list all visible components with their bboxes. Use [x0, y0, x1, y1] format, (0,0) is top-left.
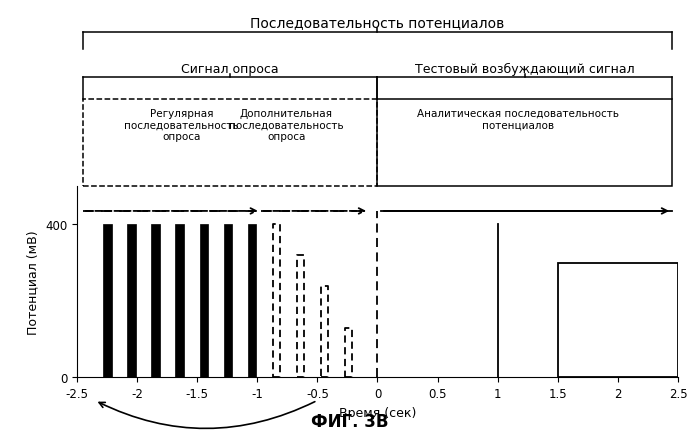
Bar	[127, 225, 136, 378]
Bar	[103, 225, 112, 378]
Bar	[199, 225, 208, 378]
Text: Аналитическая последовательность
потенциалов: Аналитическая последовательность потенци…	[417, 108, 619, 130]
Text: Регулярная
последовательность
опроса: Регулярная последовательность опроса	[124, 108, 238, 141]
Text: ФИГ. 3В: ФИГ. 3В	[311, 412, 388, 430]
Text: Тестовый возбуждающий сигнал: Тестовый возбуждающий сигнал	[415, 63, 635, 76]
Bar	[247, 225, 256, 378]
Bar	[558, 263, 678, 378]
Text: Дополнительная
последовательность
опроса: Дополнительная последовательность опроса	[229, 108, 343, 141]
X-axis label: Время (сек): Время (сек)	[339, 406, 416, 419]
Bar	[152, 225, 160, 378]
Y-axis label: Потенциал (мВ): Потенциал (мВ)	[27, 230, 39, 334]
Bar	[175, 225, 184, 378]
Text: Сигнал опроса: Сигнал опроса	[181, 63, 279, 76]
Bar	[224, 225, 232, 378]
Text: Последовательность потенциалов: Последовательность потенциалов	[250, 16, 505, 30]
